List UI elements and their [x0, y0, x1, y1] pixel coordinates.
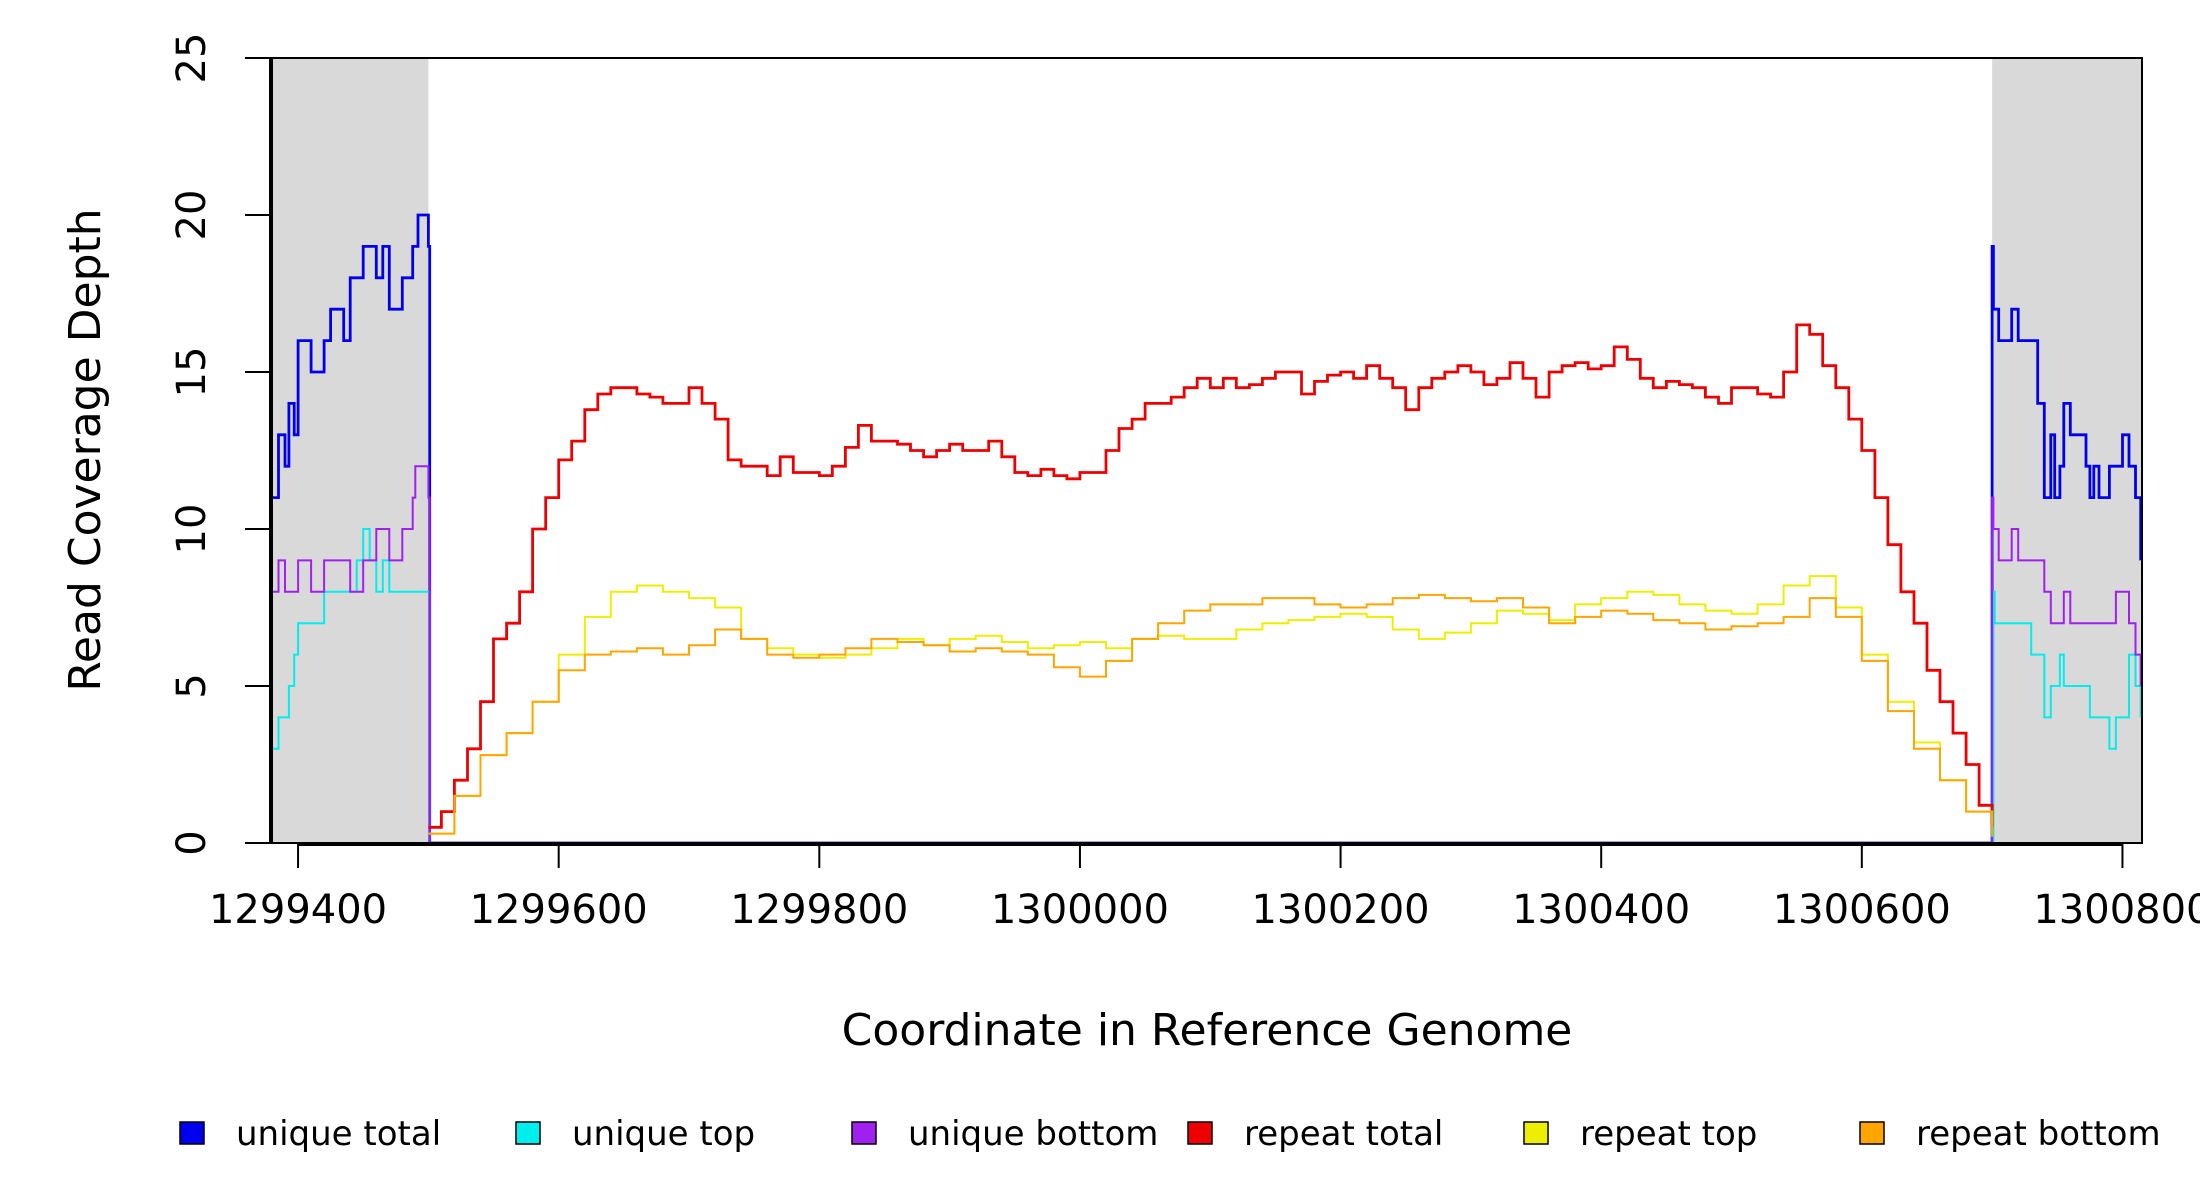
legend-label: repeat top	[1580, 1114, 1757, 1154]
legend-swatch	[1859, 1121, 1885, 1145]
y-tick-label: 20	[169, 190, 215, 241]
y-tick-label: 25	[169, 33, 215, 84]
x-tick-label: 1300600	[1773, 887, 1951, 933]
y-tick-label: 15	[169, 347, 215, 398]
series-line-unique-bottom	[272, 465, 2142, 844]
y-tick-label: 0	[169, 830, 215, 855]
x-tick-label: 1300400	[1512, 887, 1690, 933]
y-axis: 0 5 10 15 20 25	[169, 33, 272, 856]
x-tick-label: 1300200	[1251, 887, 1429, 933]
legend-label: unique top	[572, 1114, 755, 1154]
x-tick-label: 1300800	[2033, 887, 2200, 933]
legend-label: repeat bottom	[1916, 1114, 2161, 1154]
legend-label: repeat total	[1244, 1114, 1443, 1154]
y-tick-label: 10	[169, 504, 215, 555]
series-line-repeat-total	[428, 323, 1994, 829]
series-line-unique-total	[272, 213, 2143, 845]
x-axis: 1299400 1299600 1299800 1300000 1300200 13004…	[209, 843, 2200, 933]
series-line-repeat-top	[428, 575, 1994, 835]
shaded-region-2	[1992, 58, 2142, 843]
legend-swatch	[515, 1121, 541, 1145]
x-tick-label: 1299800	[730, 887, 908, 933]
plot-frame	[271, 57, 2143, 844]
series-line-unique-top	[272, 528, 2142, 844]
legend-swatch	[179, 1121, 205, 1145]
legend-swatch	[851, 1121, 877, 1145]
y-axis-title: Read Coverage Depth	[60, 208, 111, 691]
x-axis-title: Coordinate in Reference Genome	[842, 1005, 1573, 1056]
y-tick-label: 5	[169, 673, 215, 698]
series-lines	[272, 213, 2143, 845]
legend: unique total unique top unique bottom repea…	[179, 1114, 2161, 1154]
legend-label: unique bottom	[908, 1114, 1158, 1154]
x-tick-label: 1299400	[209, 887, 387, 933]
x-tick-label: 1299600	[470, 887, 648, 933]
legend-label: unique total	[236, 1114, 441, 1154]
legend-swatch	[1187, 1121, 1213, 1145]
series-line-repeat-bottom	[428, 593, 1994, 837]
legend-swatch	[1523, 1121, 1549, 1145]
x-tick-label: 1300000	[991, 887, 1169, 933]
shaded-region-1	[272, 58, 429, 843]
shaded-regions	[272, 58, 2142, 843]
